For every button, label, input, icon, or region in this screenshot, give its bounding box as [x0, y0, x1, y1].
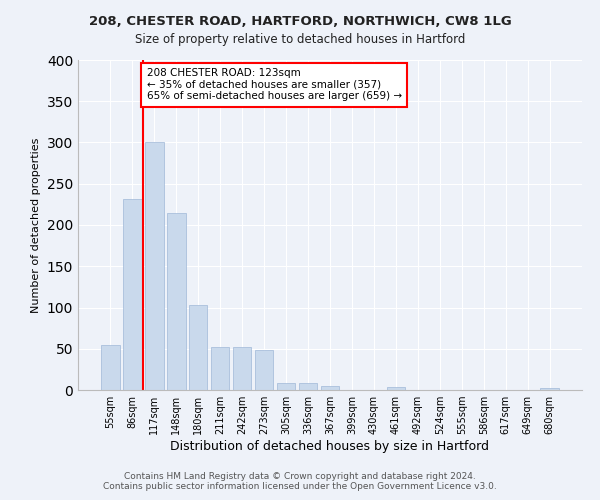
Bar	[101, 346, 119, 390]
Y-axis label: Number of detached properties: Number of detached properties	[31, 138, 41, 312]
Text: Size of property relative to detached houses in Hartford: Size of property relative to detached ho…	[135, 32, 465, 46]
Text: 208 CHESTER ROAD: 123sqm
← 35% of detached houses are smaller (357)
65% of semi-: 208 CHESTER ROAD: 123sqm ← 35% of detach…	[146, 68, 401, 102]
Bar	[386, 386, 405, 390]
Bar	[541, 388, 559, 390]
Bar	[211, 347, 229, 390]
Bar	[189, 305, 208, 390]
Bar	[299, 384, 317, 390]
Text: Contains public sector information licensed under the Open Government Licence v3: Contains public sector information licen…	[103, 482, 497, 491]
Bar	[320, 386, 340, 390]
Bar	[277, 382, 295, 390]
Bar	[167, 212, 185, 390]
Text: Contains HM Land Registry data © Crown copyright and database right 2024.: Contains HM Land Registry data © Crown c…	[124, 472, 476, 481]
Bar	[123, 198, 142, 390]
Text: 208, CHESTER ROAD, HARTFORD, NORTHWICH, CW8 1LG: 208, CHESTER ROAD, HARTFORD, NORTHWICH, …	[89, 15, 511, 28]
Bar	[145, 142, 164, 390]
Bar	[255, 350, 274, 390]
X-axis label: Distribution of detached houses by size in Hartford: Distribution of detached houses by size …	[170, 440, 490, 453]
Bar	[233, 347, 251, 390]
